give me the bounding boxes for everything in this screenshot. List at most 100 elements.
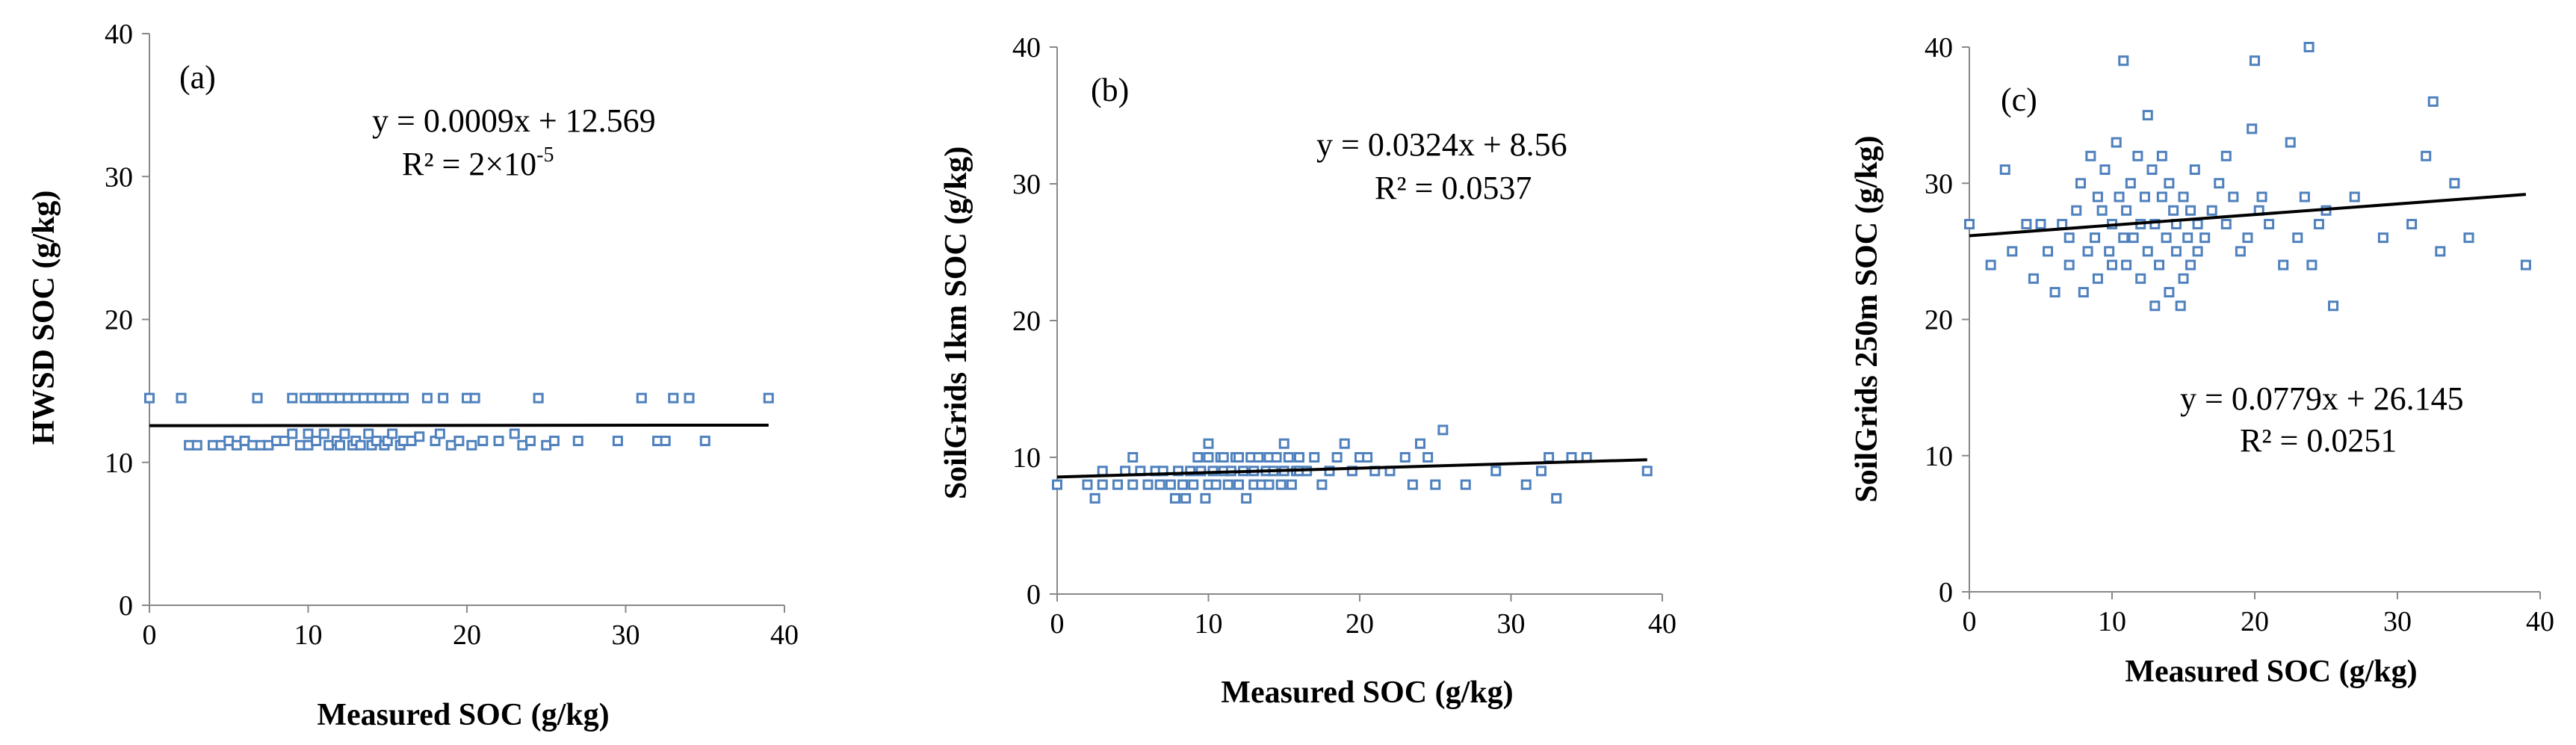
panel-b-data-point <box>1097 466 1108 477</box>
panel-c-data-point <box>2107 259 2117 271</box>
panel-b-data-point <box>1203 452 1214 463</box>
panel-a-y-tick-label: 30 <box>105 161 133 193</box>
panel-a-data-point <box>466 439 477 451</box>
panel-c-data-point <box>2185 259 2196 271</box>
panel-a-x-axis-label: Measured SOC (g/kg) <box>317 698 609 732</box>
panel-a-data-point <box>763 392 774 404</box>
panel-b-data-point <box>1218 452 1229 463</box>
panel-c-data-point <box>2099 164 2111 176</box>
panel-c-data-point <box>2111 137 2122 148</box>
panel-a-label: (a) <box>179 59 216 96</box>
panel-b-data-point <box>1566 452 1577 463</box>
panel-b-data-point <box>1169 492 1180 504</box>
panel-c-data-point <box>2192 218 2203 229</box>
panel-b-data-point <box>1544 452 1555 463</box>
panel-b-x-tick-label: 0 <box>1050 608 1065 640</box>
panel-b-x-axis-label: Measured SOC (g/kg) <box>1221 676 1513 710</box>
panel-b-data-point <box>1294 452 1304 463</box>
panel-c-data-point <box>2139 191 2150 203</box>
panel-c-data-point <box>2142 246 2153 257</box>
panel-a-data-point <box>287 428 298 439</box>
panel-c-data-point <box>1985 259 1996 271</box>
panel-b-data-point <box>1278 438 1289 449</box>
panel-c-data-point <box>2007 246 2018 257</box>
panel-a-data-point <box>438 392 449 404</box>
panel-a-data-point <box>287 392 298 404</box>
panel-c-data-point <box>2121 259 2132 271</box>
panel-c-data-point <box>2264 218 2275 229</box>
panel-a-data-point <box>339 428 350 439</box>
panel-c-data-point <box>2154 259 2165 271</box>
panel-c-data-point <box>2075 178 2086 189</box>
panel-c-data-point <box>2199 232 2211 244</box>
panel-a-data-point <box>191 439 202 451</box>
panel-c-data-point <box>2278 259 2289 271</box>
panel-b-data-point <box>1127 452 1139 463</box>
panel-c-data-point <box>2182 232 2193 244</box>
panel-c-data-point <box>2250 55 2260 67</box>
panel-a-data-point <box>699 436 710 447</box>
panel-b-data-point <box>1233 452 1244 463</box>
panel-b-data-point <box>1052 479 1062 490</box>
panel-c-data-point <box>2057 218 2068 229</box>
panel-b-data-point <box>1263 479 1275 490</box>
panel-c-data-point <box>2189 164 2200 176</box>
panel-b-y-tick-label: 40 <box>1012 32 1041 64</box>
panel-c-data-point <box>2096 205 2108 216</box>
panel-c-data-point <box>2164 178 2175 189</box>
panel-c-data-point <box>2463 232 2474 244</box>
panel-b-data-point <box>1195 466 1207 477</box>
panel-c-y-tick-label: 0 <box>1939 577 1953 608</box>
panel-b-equation: y = 0.0324x + 8.56 <box>1316 126 1567 163</box>
panel-c-data-point <box>2242 232 2253 244</box>
panel-c-data-point <box>2175 300 2186 312</box>
panel-c-data-point <box>2125 178 2136 189</box>
panel-c-data-point <box>2135 273 2146 284</box>
panel-a-y-tick-label: 0 <box>119 590 133 622</box>
panel-b-trendline <box>1056 458 1647 479</box>
panel-a-r2-text: R² = 2×10 <box>402 146 536 182</box>
panel-c-data-point <box>2149 300 2161 312</box>
panel-b-data-point <box>1490 466 1502 477</box>
panel-c-data-point <box>2220 218 2232 229</box>
panel-a-data-point <box>525 436 536 447</box>
panel-c-data-point <box>2220 150 2232 161</box>
panel-c-data-point <box>2178 273 2189 284</box>
panel-a-data-point <box>335 439 345 451</box>
panel-b-data-point <box>1536 466 1546 477</box>
panel-c: 0 10 20 30 40 0 10 20 30 40 (c) y = 0.0779x + 26.… <box>1850 32 2554 689</box>
panel-a-data-point <box>477 436 489 447</box>
panel-a-data-point <box>279 436 290 447</box>
panel-b-data-point <box>1309 452 1320 463</box>
panel-b-data-point <box>1362 452 1373 463</box>
panel-a-data-point <box>421 392 433 404</box>
panel-c-y-tick-label: 40 <box>1925 32 1953 64</box>
panel-b-data-point <box>1112 479 1123 490</box>
panel-c-data-point <box>2206 205 2217 216</box>
panel-b-data-point <box>1154 479 1165 490</box>
panel-b-data-point <box>1177 479 1189 490</box>
panel-c-data-point <box>2406 218 2418 229</box>
panel-a-data-point <box>684 392 695 404</box>
panel-c-data-point <box>2306 259 2318 271</box>
panel-c-data-point <box>2161 232 2172 244</box>
panel-c-data-point <box>2128 232 2139 244</box>
panel-b-data-point <box>1460 479 1471 490</box>
panel-c-data-point <box>2049 287 2061 298</box>
panel-b-data-point <box>1324 466 1335 477</box>
panel-c-data-point <box>2156 191 2167 203</box>
panel-c-y-tick-label: 20 <box>1925 305 1953 336</box>
panel-c-data-point <box>2142 110 2153 121</box>
panel-c-data-point <box>2214 178 2225 189</box>
panel-c-data-point <box>2247 123 2258 135</box>
panel-c-data-point <box>2090 232 2101 244</box>
panel-c-data-point <box>2092 273 2103 284</box>
panel-c-data-point <box>2035 218 2046 229</box>
panel-c-data-point <box>2328 300 2339 312</box>
panel-b-marks: 0 10 20 30 40 0 10 20 30 40 <box>1012 32 1676 640</box>
panel-b-data-point <box>1253 452 1264 463</box>
panel-c-data-point <box>2063 232 2075 244</box>
panel-b-data-point <box>1641 466 1653 477</box>
panel-c-data-point <box>2118 55 2129 67</box>
